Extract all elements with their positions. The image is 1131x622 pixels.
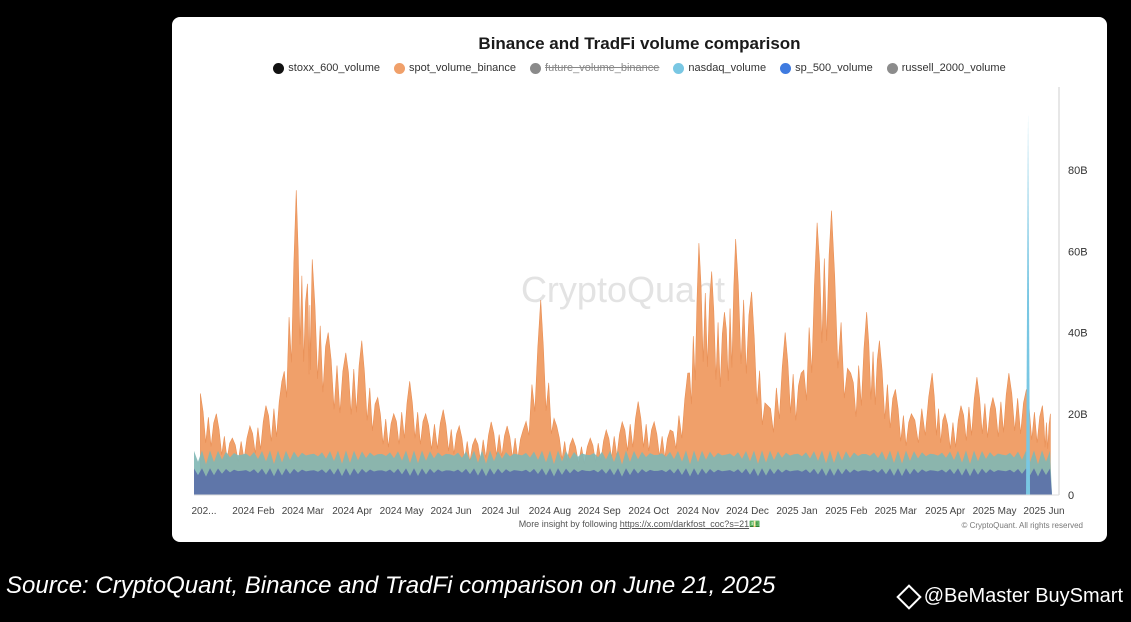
footer-note: More insight by following https://x.com/… (172, 519, 1107, 530)
chart-title: Binance and TradFi volume comparison (478, 34, 801, 53)
legend-dot (886, 62, 898, 74)
x-tick-label: 2025 Jun (1023, 506, 1064, 517)
y-tick-label: 0 (1068, 490, 1074, 502)
watermark-text: CryptoQuant (521, 269, 725, 310)
x-tick-label: 2024 Mar (282, 506, 325, 517)
footer-note-prefix: More insight by following (518, 519, 618, 529)
y-tick-label: 40B (1068, 328, 1088, 340)
chart-legend: stoxx_600_volume spot_volume_binance futur… (172, 62, 1107, 74)
x-tick-label: 2024 Oct (628, 506, 669, 517)
x-tick-label: 2024 Apr (332, 506, 373, 517)
brand-text: @BeMaster BuySmart (923, 585, 1123, 607)
legend-dot (673, 62, 685, 74)
legend-item-future-volume-binance[interactable]: future_volume_binance (530, 62, 659, 74)
legend-label: spot_volume_binance (409, 62, 517, 74)
legend-dot (530, 62, 542, 74)
x-tick-label: 2024 Jul (482, 506, 520, 517)
spot-volume-area (200, 190, 1051, 496)
nasdaq-volume-spike (1026, 113, 1031, 495)
source-caption: Source: CryptoQuant, Binance and TradFi … (6, 572, 776, 599)
legend-dot (780, 62, 792, 74)
legend-item-spot-volume-binance[interactable]: spot_volume_binance (394, 62, 516, 74)
x-tick-label: 2025 Jan (776, 506, 817, 517)
y-tick-label: 60B (1068, 246, 1088, 258)
legend-dot (394, 62, 406, 74)
legend-dot (273, 62, 285, 74)
y-tick-label: 80B (1068, 165, 1088, 177)
x-tick-label: 2024 Dec (726, 506, 769, 517)
footer-note-suffix: 💵 (749, 519, 761, 529)
copyright-text: © CryptoQuant. All rights reserved (961, 521, 1084, 530)
footer-note-link[interactable]: https://x.com/darkfost_coc?s=21 (619, 519, 750, 529)
x-tick-label: 2025 Apr (925, 506, 966, 517)
brand-label: @BeMaster BuySmart (896, 583, 1123, 610)
binance-square-icon (896, 583, 922, 610)
x-tick-label: 2024 Aug (529, 506, 571, 517)
legend-label: stoxx_600_volume (288, 62, 381, 74)
x-tick-label: 2025 May (973, 506, 1017, 517)
x-tick-label: 2025 Feb (825, 506, 868, 517)
chart-plot: CryptoQuant 0 20B 40B 60B 80B 202... 2024 Feb 20… (191, 87, 1088, 517)
x-tick-label: 2024 Jun (430, 506, 471, 517)
legend-label: russell_2000_volume (901, 62, 1006, 74)
x-tick-label: 2024 Sep (578, 506, 621, 517)
x-tick-label: 2025 Mar (875, 506, 918, 517)
chart-card: Binance and TradFi volume comparison sto… (172, 17, 1107, 542)
x-tick-label: 2024 May (380, 506, 424, 517)
legend-item-nasdaq-volume[interactable]: nasdaq_volume (673, 62, 766, 74)
navy-volume-band (194, 468, 1052, 495)
y-tick-label: 20B (1068, 409, 1088, 421)
legend-label: sp_500_volume (795, 62, 873, 74)
legend-item-stoxx-600-volume[interactable]: stoxx_600_volume (273, 62, 380, 74)
legend-label: nasdaq_volume (688, 62, 767, 74)
x-tick-label: 2024 Nov (677, 506, 720, 517)
x-tick-label: 202... (191, 506, 216, 517)
x-tick-label: 2024 Feb (232, 506, 275, 517)
legend-item-russell-2000-volume[interactable]: russell_2000_volume (886, 62, 1006, 74)
legend-item-sp-500-volume[interactable]: sp_500_volume (780, 62, 873, 74)
legend-label: future_volume_binance (545, 62, 660, 74)
